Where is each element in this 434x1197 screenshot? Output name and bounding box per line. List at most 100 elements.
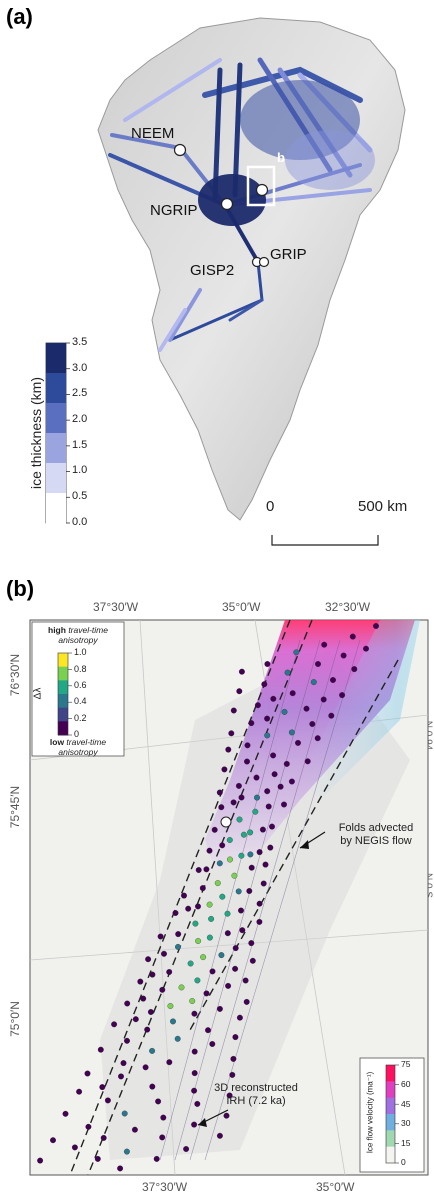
irh-point	[191, 1070, 198, 1077]
irh-point	[195, 938, 202, 944]
box-site-marker	[255, 183, 269, 197]
irh-point	[303, 705, 310, 712]
irh-point	[142, 1064, 149, 1071]
irh-point	[194, 1100, 201, 1107]
colorbar-tick-label: 30	[401, 1118, 411, 1129]
irh-point	[189, 998, 196, 1004]
irh-point	[187, 960, 194, 967]
irh-point	[248, 720, 255, 727]
irh-point	[205, 1027, 211, 1034]
irh-point	[252, 808, 259, 815]
irh-point	[281, 708, 288, 715]
irh-point	[157, 933, 164, 940]
colorbar-segment	[46, 373, 66, 404]
irh-point	[228, 730, 235, 737]
irh-point	[166, 1059, 173, 1066]
irh-point	[195, 867, 202, 873]
irh-point	[131, 1126, 138, 1133]
irh-annotation: 3D reconstructed IRH (7.2 ka)	[214, 1082, 298, 1107]
irh-point	[191, 1087, 198, 1094]
irh-point	[216, 1132, 223, 1139]
top-lon-1: 37°30′W	[93, 600, 139, 614]
irh-point	[330, 677, 336, 683]
irh-point	[124, 1037, 130, 1044]
irh-point	[225, 746, 232, 753]
panel-a-label: (a)	[6, 4, 33, 29]
irh-point	[223, 1112, 230, 1119]
irh-point	[140, 995, 147, 1002]
irh-point	[97, 1046, 104, 1053]
irh-point	[192, 920, 199, 927]
irh-point	[199, 885, 206, 892]
irh-point	[175, 943, 181, 950]
irh-point	[149, 1083, 156, 1090]
irh-point	[321, 641, 328, 648]
bottom-lon-1: 37°30′W	[142, 1180, 188, 1194]
irh-point	[254, 794, 260, 801]
greenland-map	[45, 17, 406, 546]
irh-point	[209, 1041, 216, 1047]
colorbar-segment	[386, 1097, 395, 1115]
colorbar-tick-label: 3.5	[72, 335, 88, 348]
irh-point	[229, 1071, 236, 1078]
drill-site-marker	[220, 816, 232, 828]
irh-point	[227, 856, 233, 863]
irh-point	[191, 1010, 198, 1017]
colorbar-segment	[386, 1114, 395, 1131]
irh-point	[62, 1110, 69, 1117]
panel-b-inset-box	[246, 165, 276, 207]
ngrip-label: NGRIP	[150, 202, 198, 219]
irh-point	[132, 1016, 139, 1023]
irh-point	[160, 1114, 167, 1121]
colorbar-tick-label: 0.0	[72, 515, 88, 528]
irh-point	[226, 1092, 233, 1099]
irh-point	[218, 952, 225, 959]
colorbar-segment	[58, 653, 68, 668]
colorbar-tick-label: 0.6	[74, 679, 87, 690]
irh-point	[225, 982, 232, 989]
irh-point	[236, 688, 243, 695]
irh-point	[147, 1009, 154, 1015]
irh-point	[214, 880, 221, 887]
irh-point	[288, 729, 295, 736]
irh-point	[224, 930, 231, 937]
irh-point	[178, 984, 185, 991]
irh-point	[236, 1014, 243, 1021]
irh-point	[191, 1048, 198, 1055]
irh-point	[159, 1134, 166, 1141]
irh-point	[248, 864, 255, 871]
irh-point	[363, 645, 369, 652]
irh-point	[235, 782, 242, 789]
irh-point	[216, 789, 223, 796]
colorbar-tick-label: 75	[401, 1059, 411, 1070]
grip-label: GRIP	[270, 246, 307, 263]
irh-point	[247, 851, 254, 858]
irh-point	[309, 721, 316, 727]
irh-point	[256, 918, 263, 925]
irh-point	[232, 945, 239, 952]
irh-point	[191, 1121, 198, 1128]
irh-point	[231, 872, 238, 879]
irh-point	[328, 712, 335, 719]
colorbar-segment	[46, 493, 66, 524]
irh-point	[293, 649, 300, 656]
irh-point	[253, 774, 260, 781]
irh-point	[243, 998, 250, 1005]
anis-title-high: high travel-time anisotropy	[48, 625, 108, 645]
irh-point	[216, 1005, 223, 1012]
irh-point	[235, 888, 242, 895]
grip-marker	[258, 256, 270, 268]
irh-point	[219, 893, 226, 900]
gisp2-label: GISP2	[190, 262, 235, 279]
colorbar-tick-label: 0.2	[74, 712, 87, 723]
irh-point	[99, 1084, 106, 1091]
irh-point	[295, 739, 301, 746]
irh-point	[153, 1155, 160, 1162]
irh-point	[351, 666, 358, 673]
colorbar-segment	[386, 1146, 395, 1164]
colorbar-tick-label: 15	[401, 1137, 411, 1148]
colorbar-segment	[58, 707, 68, 722]
irh-point	[71, 1144, 78, 1151]
irh-point	[269, 823, 275, 830]
